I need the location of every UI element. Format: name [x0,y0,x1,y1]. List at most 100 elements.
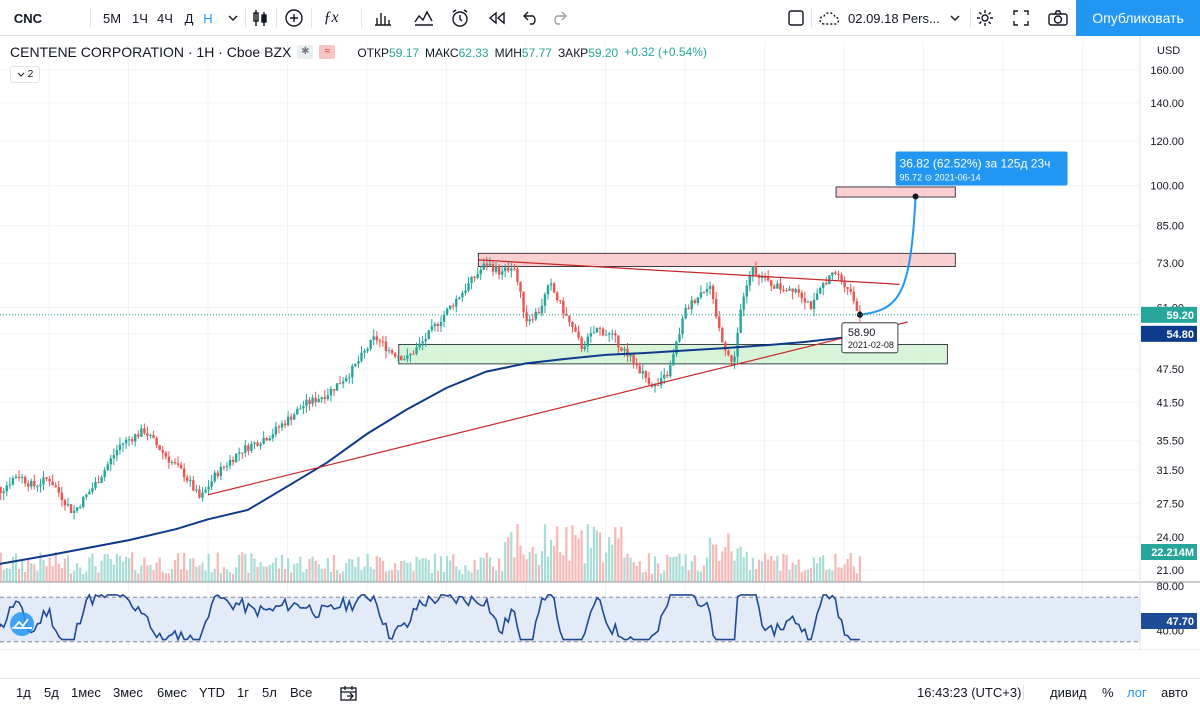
replay-icon[interactable] [487,0,507,36]
range-6[interactable]: YTD [199,685,225,700]
projection-curve[interactable] [859,196,917,316]
volume-bar [137,573,140,582]
candle [522,291,525,313]
candle [259,443,262,446]
candle [666,374,669,377]
candle [678,334,681,342]
range-4[interactable]: 3мес [113,685,143,700]
candle [439,321,443,326]
candle [724,342,727,351]
divider [970,8,971,28]
volume-bar [760,561,764,582]
redo-icon[interactable] [549,0,569,36]
percent-toggle[interactable]: % [1102,685,1114,700]
volume-bar [522,554,525,582]
volume-bar [507,537,510,582]
volume-bar [626,553,629,582]
candle [705,288,709,293]
resistance-trend[interactable] [478,259,900,285]
log-toggle[interactable]: лог [1127,685,1147,700]
candle [283,423,287,426]
volume-bar [268,564,271,582]
volume-bar [427,559,430,582]
candle [448,305,452,309]
volume-bar [219,572,222,582]
volume-bar [574,534,577,582]
clock-time[interactable]: 16:43:23 (UTC+3) [917,685,1022,700]
volume-bar [155,562,158,582]
fullscreen-layout-icon[interactable] [786,0,806,36]
interval-4[interactable]: Д [184,10,194,26]
volume-bar [712,544,715,582]
projection-start-point [856,311,863,318]
range-9[interactable]: Все [290,685,313,700]
dividends-toggle[interactable]: дивид [1050,685,1087,700]
legend-collapse-toggle[interactable]: 2 [10,66,40,83]
publish-button[interactable]: Опубликовать [1076,0,1200,36]
candle [620,347,623,351]
candle [855,301,859,311]
interval-5[interactable]: Н [203,10,213,26]
auto-toggle[interactable]: авто [1161,685,1188,700]
range-2[interactable]: 5д [44,685,59,700]
volume-bar [690,561,693,582]
camera-snapshot-icon[interactable] [1046,0,1070,36]
price-tick: 31.50 [1156,465,1184,477]
volume-bar [476,569,479,582]
volume-bar [94,566,97,582]
fullscreen-icon[interactable] [1011,0,1031,36]
range-5[interactable]: 6мес [157,685,187,700]
financials-icon[interactable] [414,0,434,36]
sma-line[interactable] [0,332,861,567]
volume-bar [788,569,791,582]
logo-mark [12,618,32,629]
go-to-date-icon[interactable] [340,679,358,706]
candle [733,356,736,362]
chevron-down-icon [950,15,960,21]
candle [302,405,305,409]
candles-icon[interactable] [250,0,270,36]
volume-bar [641,572,644,582]
volume-bar [63,558,66,582]
volume-bar [140,565,143,582]
snowflake-badge-icon[interactable]: ✱ [297,45,314,59]
interval-3[interactable]: 4Ч [157,10,173,26]
symbol-search[interactable]: CNC [13,10,43,26]
candle [485,263,489,266]
candle [504,267,507,272]
candle [265,438,268,441]
range-8[interactable]: 5л [262,685,277,700]
candle [785,290,788,292]
close-value: 59.20 [588,45,619,60]
volume-bar [776,555,779,582]
candle [161,450,164,453]
alert-icon[interactable] [449,0,471,36]
range-7[interactable]: 1г [237,685,249,700]
interval-1[interactable]: 5М [102,10,122,26]
target-zone[interactable] [835,186,956,198]
interval-2[interactable]: 1Ч [132,10,148,26]
rsi-line[interactable] [0,593,860,642]
templates-icon[interactable] [373,0,393,36]
range-3[interactable]: 1мес [71,685,101,700]
support-trend[interactable] [207,321,908,496]
interval-dropdown-chevron-icon[interactable] [223,0,243,36]
volume-bar [24,572,27,582]
volume-bar [822,555,825,582]
volume-bar [773,560,776,582]
settings-gear-icon[interactable] [975,0,995,36]
currency-label: USD [1157,45,1180,57]
candle [843,281,846,288]
wave-badge-icon[interactable]: ≈ [319,45,336,59]
range-1[interactable]: 1д [16,685,31,700]
add-compare-icon[interactable] [284,0,304,36]
indicators-icon[interactable]: ƒx [323,9,339,26]
volume-bar [326,558,329,582]
price-chart[interactable]: 36.82 (62.52%) за 125д 23ч 95.72 ⊙ 2021-0… [0,37,1200,650]
undo-icon[interactable] [521,0,541,36]
candle [286,416,290,426]
candle [718,316,721,329]
layout-selector[interactable]: 02.09.18 Pers... [818,0,968,36]
candle [638,365,641,374]
candle [641,371,645,374]
